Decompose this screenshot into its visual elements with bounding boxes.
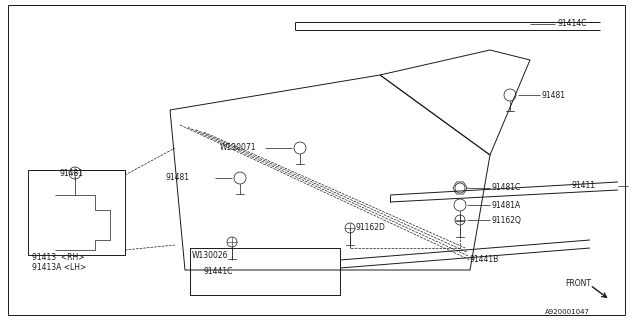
Text: 91162D: 91162D xyxy=(355,223,385,233)
Text: A920001047: A920001047 xyxy=(545,309,590,315)
Text: W130071: W130071 xyxy=(220,143,257,153)
Text: 91481C: 91481C xyxy=(492,183,521,193)
Text: 91481A: 91481A xyxy=(492,201,521,210)
Text: 91162Q: 91162Q xyxy=(492,215,522,225)
Text: 91481: 91481 xyxy=(542,91,566,100)
Text: 91413A <LH>: 91413A <LH> xyxy=(32,262,86,271)
Text: 91441B: 91441B xyxy=(470,255,499,265)
Text: 91441C: 91441C xyxy=(204,268,233,276)
Text: 91414C: 91414C xyxy=(557,20,586,28)
Text: 91413  <RH>: 91413 <RH> xyxy=(32,253,84,262)
Text: 91411: 91411 xyxy=(571,181,595,190)
Text: 91481: 91481 xyxy=(60,169,84,178)
Text: W130026: W130026 xyxy=(192,251,228,260)
Text: 91481: 91481 xyxy=(165,173,189,182)
Text: FRONT: FRONT xyxy=(565,278,591,287)
